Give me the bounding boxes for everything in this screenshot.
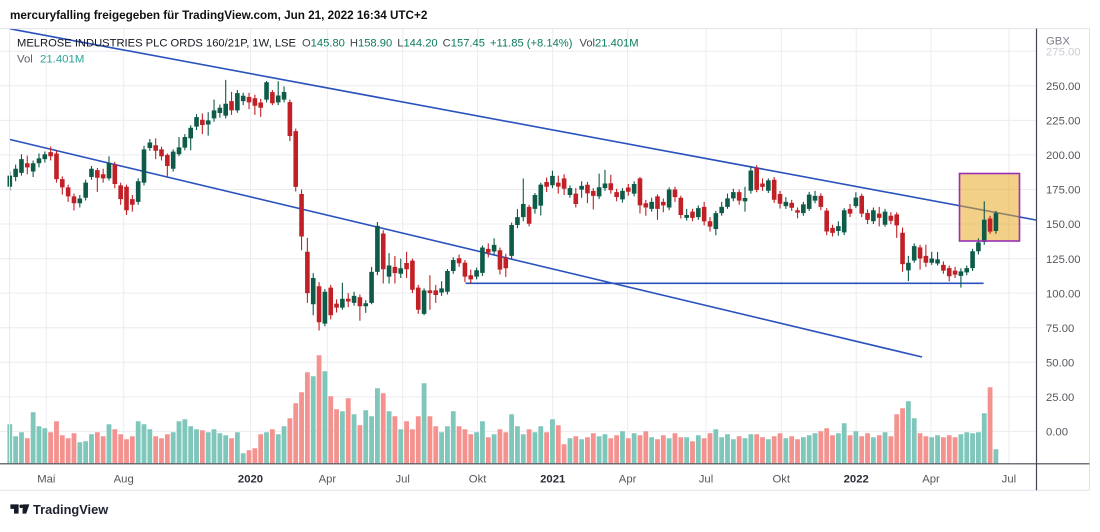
svg-text:GBX: GBX [1046,35,1070,47]
svg-text:2022: 2022 [844,474,869,486]
svg-text:150.00: 150.00 [1046,219,1081,231]
svg-text:Jul: Jul [395,474,409,486]
svg-text:75.00: 75.00 [1046,323,1074,335]
svg-text:2021: 2021 [540,474,565,486]
svg-text:100.00: 100.00 [1046,288,1081,300]
svg-text:Aug: Aug [114,474,134,486]
svg-text:2020: 2020 [238,474,263,486]
svg-text:MELROSE INDUSTRIES PLC ORDS 16: MELROSE INDUSTRIES PLC ORDS 160/21P, 1W,… [17,38,639,50]
svg-text:TradingView: TradingView [33,502,108,517]
svg-text:Okt: Okt [773,474,791,486]
svg-text:Okt: Okt [469,474,487,486]
svg-text:250.00: 250.00 [1046,81,1081,93]
svg-text:Apr: Apr [922,474,940,486]
svg-text:Jul: Jul [1002,474,1016,486]
svg-text:225.00: 225.00 [1046,116,1081,128]
svg-text:125.00: 125.00 [1046,254,1081,266]
svg-text:Mai: Mai [37,474,55,486]
svg-text:175.00: 175.00 [1046,185,1081,197]
svg-text:Apr: Apr [619,474,637,486]
svg-text:275.00: 275.00 [1046,46,1081,58]
svg-text:Jul: Jul [699,474,713,486]
svg-text:50.00: 50.00 [1046,358,1074,370]
svg-text:0.00: 0.00 [1046,427,1068,439]
svg-text:25.00: 25.00 [1046,392,1074,404]
svg-text:mercuryfalling freigegeben für: mercuryfalling freigegeben für TradingVi… [10,9,428,22]
svg-text:200.00: 200.00 [1046,150,1081,162]
svg-text:Apr: Apr [319,474,337,486]
svg-text:Vol 21.401M: Vol 21.401M [17,54,84,66]
